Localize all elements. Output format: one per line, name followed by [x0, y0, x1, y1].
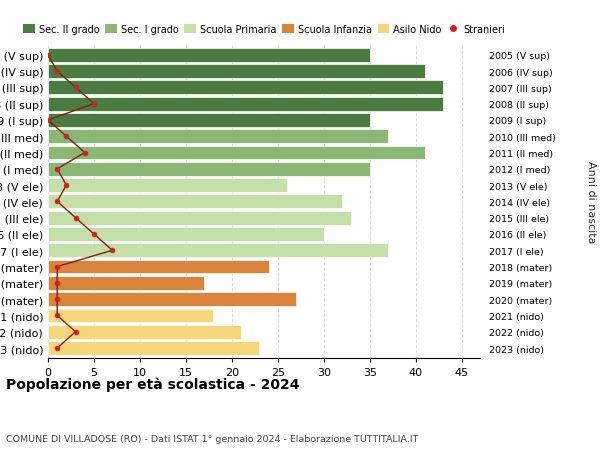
Bar: [48, 276, 204, 290]
Bar: [48, 114, 370, 128]
Bar: [48, 228, 324, 241]
Text: Popolazione per età scolastica - 2024: Popolazione per età scolastica - 2024: [6, 376, 299, 391]
Bar: [48, 65, 425, 79]
Bar: [48, 309, 214, 323]
Bar: [48, 325, 241, 339]
Bar: [48, 179, 287, 193]
Bar: [48, 130, 388, 144]
Bar: [48, 341, 259, 355]
Bar: [48, 81, 443, 95]
Bar: [48, 260, 269, 274]
Bar: [48, 211, 352, 225]
Bar: [48, 146, 425, 160]
Bar: [48, 49, 370, 62]
Bar: [48, 97, 443, 112]
Bar: [48, 244, 388, 257]
Bar: [48, 162, 370, 176]
Text: COMUNE DI VILLADOSE (RO) - Dati ISTAT 1° gennaio 2024 - Elaborazione TUTTITALIA.: COMUNE DI VILLADOSE (RO) - Dati ISTAT 1°…: [6, 434, 418, 442]
Text: Anni di nascita: Anni di nascita: [586, 161, 596, 243]
Legend: Sec. II grado, Sec. I grado, Scuola Primaria, Scuola Infanzia, Asilo Nido, Stran: Sec. II grado, Sec. I grado, Scuola Prim…: [23, 25, 505, 35]
Bar: [48, 292, 296, 307]
Bar: [48, 195, 342, 209]
